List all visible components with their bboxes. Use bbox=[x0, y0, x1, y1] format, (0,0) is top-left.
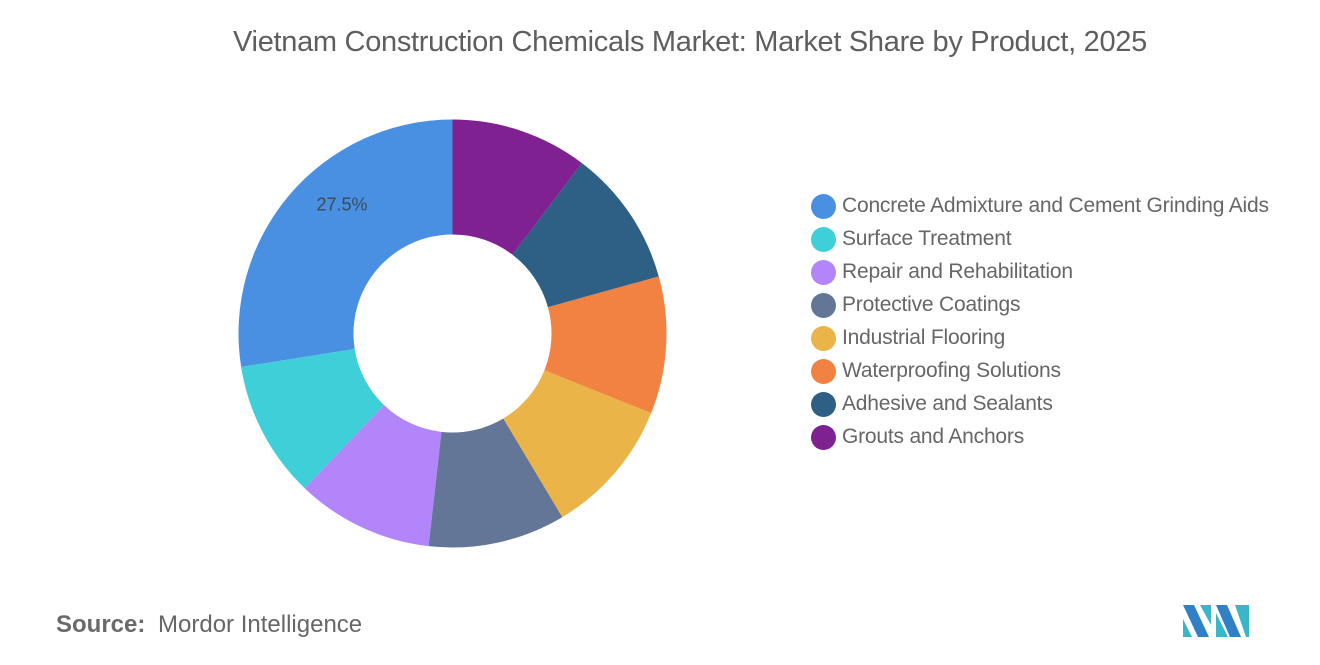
legend-swatch-icon bbox=[811, 293, 836, 318]
legend-swatch-icon bbox=[811, 227, 836, 252]
donut-slice[interactable] bbox=[512, 163, 659, 308]
source-value: Mordor Intelligence bbox=[158, 611, 363, 638]
legend-swatch-icon bbox=[811, 425, 836, 450]
legend-item-industrial-flooring[interactable]: Industrial Flooring bbox=[811, 324, 1291, 351]
donut-slice[interactable] bbox=[304, 405, 442, 547]
legend-label: Concrete Admixture and Cement Grinding A… bbox=[842, 194, 1269, 217]
donut-slice[interactable] bbox=[544, 276, 667, 414]
legend-swatch-icon bbox=[811, 260, 836, 285]
legend-label: Protective Coatings bbox=[842, 293, 1021, 316]
donut-slice[interactable] bbox=[241, 348, 385, 489]
donut-slice[interactable] bbox=[503, 370, 652, 518]
legend-item-surface-treatment[interactable]: Surface Treatment bbox=[811, 225, 1291, 252]
legend-label: Surface Treatment bbox=[842, 227, 1012, 250]
source-note: Source: Mordor Intelligence bbox=[56, 611, 362, 639]
legend-item-adhesive-sealants[interactable]: Adhesive and Sealants bbox=[811, 390, 1291, 417]
chart-legend: Concrete Admixture and Cement Grinding A… bbox=[811, 192, 1291, 456]
mordor-intelligence-logo-icon bbox=[1183, 603, 1251, 639]
legend-swatch-icon bbox=[811, 359, 836, 384]
legend-item-waterproofing-solutions[interactable]: Waterproofing Solutions bbox=[811, 357, 1291, 384]
donut-chart-svg: 27.5% bbox=[238, 119, 667, 548]
slice-data-label: 27.5% bbox=[316, 195, 367, 215]
legend-label: Industrial Flooring bbox=[842, 326, 1006, 349]
legend-label: Repair and Rehabilitation bbox=[842, 260, 1073, 283]
chart-title: Vietnam Construction Chemicals Market: M… bbox=[233, 26, 1147, 58]
legend-swatch-icon bbox=[811, 326, 836, 351]
legend-label: Adhesive and Sealants bbox=[842, 392, 1053, 415]
legend-item-protective-coatings[interactable]: Protective Coatings bbox=[811, 291, 1291, 318]
legend-item-grouts-anchors[interactable]: Grouts and Anchors bbox=[811, 423, 1291, 450]
donut-slice[interactable] bbox=[452, 119, 582, 255]
legend-label: Waterproofing Solutions bbox=[842, 359, 1061, 382]
legend-item-repair-rehabilitation[interactable]: Repair and Rehabilitation bbox=[811, 258, 1291, 285]
source-label: Source: bbox=[56, 611, 146, 638]
legend-swatch-icon bbox=[811, 392, 836, 417]
donut-slice[interactable] bbox=[238, 119, 453, 367]
donut-chart: 27.5% bbox=[230, 111, 675, 556]
legend-label: Grouts and Anchors bbox=[842, 425, 1025, 448]
donut-slice[interactable] bbox=[428, 418, 563, 548]
legend-swatch-icon bbox=[811, 194, 836, 219]
legend-item-concrete-admixture[interactable]: Concrete Admixture and Cement Grinding A… bbox=[811, 192, 1291, 219]
